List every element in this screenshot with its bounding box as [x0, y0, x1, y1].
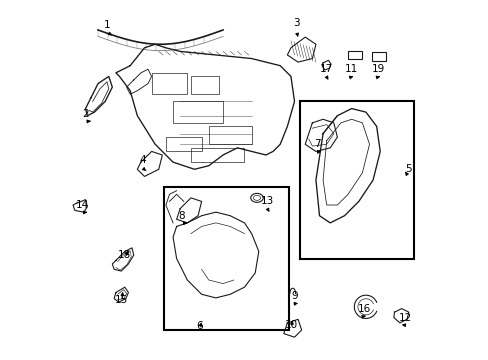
Text: 10: 10: [284, 320, 297, 330]
Text: 14: 14: [75, 200, 88, 210]
Text: 13: 13: [261, 197, 274, 206]
Bar: [151, 73, 187, 94]
Text: 11: 11: [345, 64, 358, 74]
Bar: [164, 187, 288, 330]
Text: 3: 3: [292, 18, 299, 28]
Text: 1: 1: [103, 19, 110, 30]
Text: 19: 19: [371, 64, 384, 74]
Bar: [347, 51, 362, 59]
Bar: [190, 76, 219, 94]
Bar: [372, 52, 385, 61]
Text: 6: 6: [196, 321, 203, 332]
Text: 4: 4: [139, 156, 146, 165]
Text: 8: 8: [178, 211, 185, 221]
Text: 7: 7: [314, 139, 321, 149]
Text: 2: 2: [82, 109, 89, 119]
Text: 5: 5: [405, 164, 411, 174]
Bar: [190, 148, 244, 162]
Bar: [208, 126, 251, 144]
Bar: [173, 102, 223, 123]
Text: 12: 12: [398, 312, 411, 323]
Text: 15: 15: [114, 295, 128, 305]
Text: 16: 16: [357, 303, 370, 314]
Bar: [165, 137, 201, 152]
Text: 17: 17: [319, 64, 333, 74]
Text: 9: 9: [290, 291, 297, 301]
Text: 18: 18: [118, 250, 131, 260]
Bar: [299, 102, 413, 258]
